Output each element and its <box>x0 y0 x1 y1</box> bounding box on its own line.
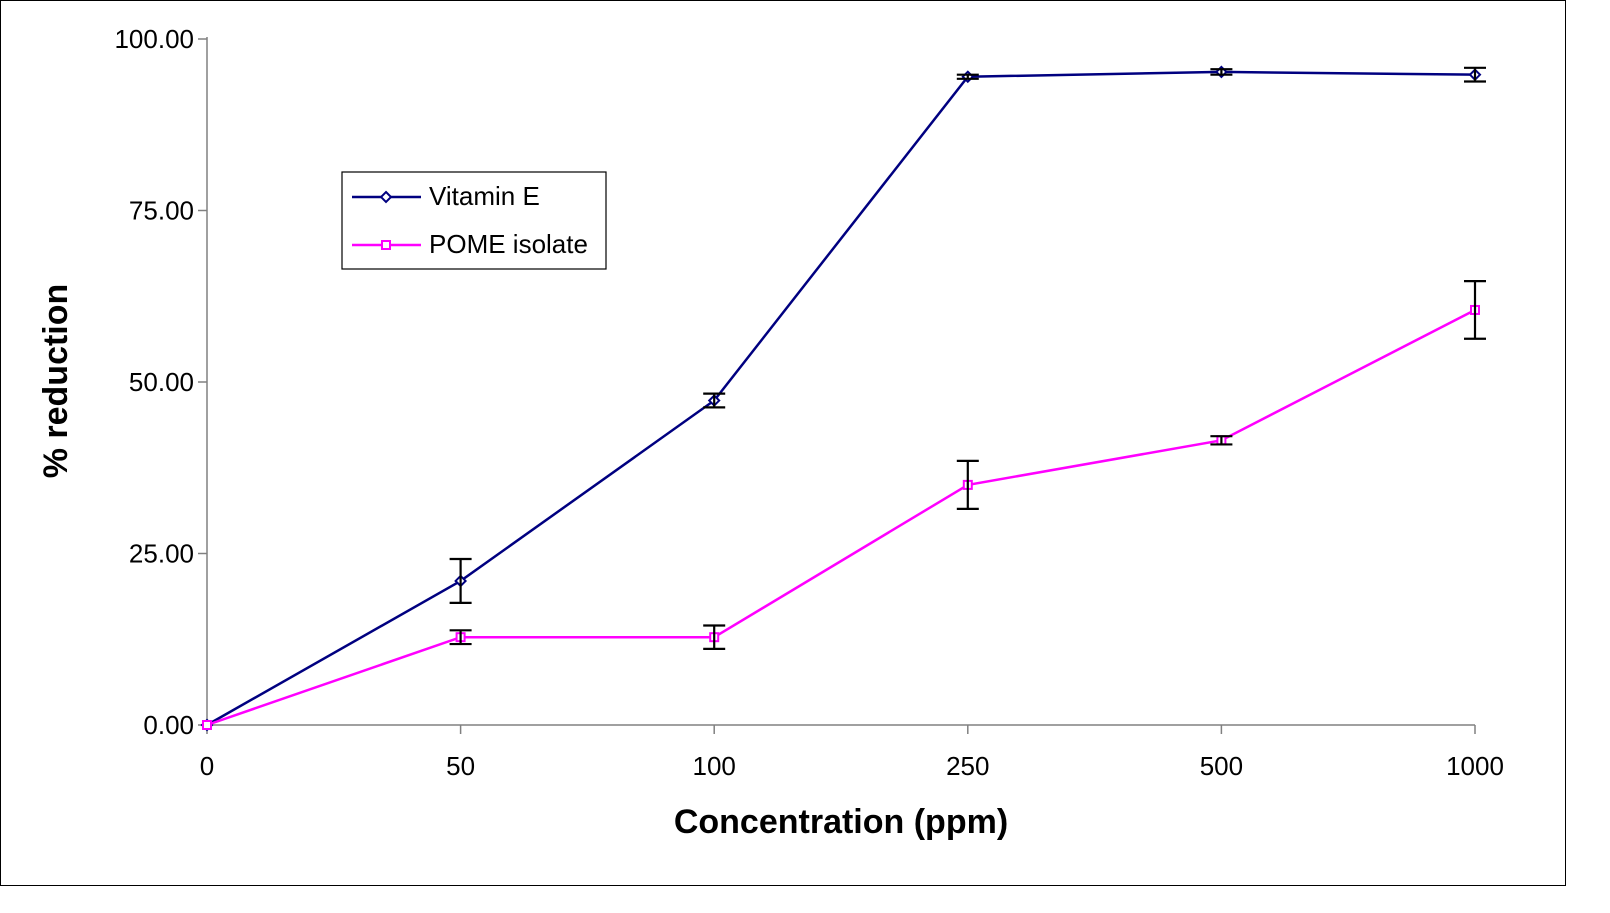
line-chart: 0.00 25.00 50.00 75.00 100.00 0 50 100 250 500 10… <box>37 24 1504 841</box>
series-vitamin-e <box>200 65 1482 732</box>
x-tick-label: 0 <box>200 751 214 781</box>
error-bars-layer <box>449 66 1486 650</box>
legend-marker-vitamin-e <box>379 190 393 204</box>
legend-label-vitamin-e: Vitamin E <box>429 181 540 211</box>
x-tick-label: 1000 <box>1446 751 1504 781</box>
legend: Vitamin E POME isolate <box>341 171 607 270</box>
y-tick-label: 50.00 <box>129 367 194 397</box>
y-tick-label: 100.00 <box>114 24 194 54</box>
legend-marker <box>379 190 393 204</box>
x-tick-label: 250 <box>946 751 989 781</box>
legend-marker-pome-isolate <box>381 240 391 250</box>
series-pome-isolate <box>202 304 1480 730</box>
chart-frame: 0.00 25.00 50.00 75.00 100.00 0 50 100 250 500 10… <box>0 0 1566 886</box>
series-line <box>206 70 1476 727</box>
legend-box <box>341 171 607 270</box>
y-axis-title: % reduction <box>37 284 75 479</box>
y-tick-label: 0.00 <box>143 710 194 740</box>
x-axis-title: Concentration (ppm) <box>674 803 1008 841</box>
data-point <box>202 720 212 730</box>
x-tick-label: 500 <box>1200 751 1243 781</box>
x-axis-ticks: 0 50 100 250 500 1000 <box>200 725 1504 781</box>
y-tick-label: 25.00 <box>129 539 194 569</box>
y-tick-label: 75.00 <box>129 196 194 226</box>
x-tick-label: 100 <box>693 751 736 781</box>
x-tick-label: 50 <box>446 751 475 781</box>
legend-marker <box>381 240 391 250</box>
legend-label-pome-isolate: POME isolate <box>429 229 588 259</box>
y-axis-ticks: 0.00 25.00 50.00 75.00 100.00 <box>114 24 207 740</box>
series-layer <box>200 65 1482 732</box>
series-line <box>206 308 1476 727</box>
